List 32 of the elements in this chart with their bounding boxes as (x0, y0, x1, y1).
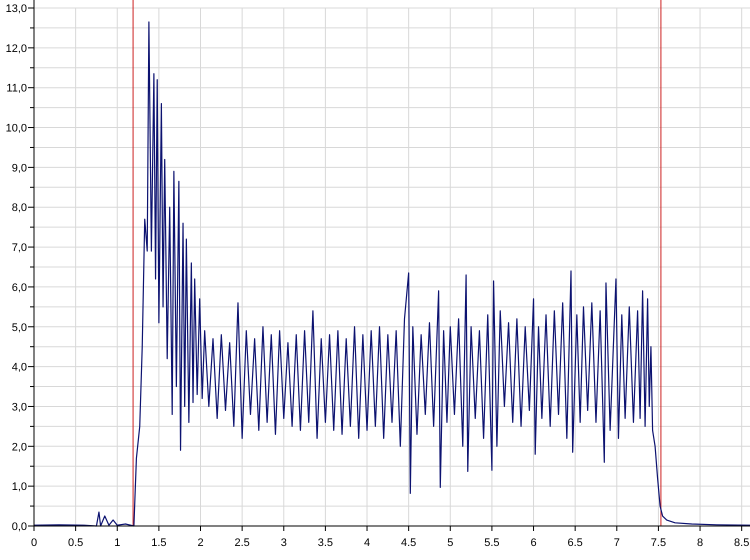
x-tick-label: 5 (447, 537, 454, 549)
y-tick-label: 3,0 (12, 401, 27, 414)
x-tick-label: 7.5 (650, 537, 666, 549)
x-tick-label: 6.5 (568, 537, 583, 549)
x-tick-label: 0 (30, 537, 38, 549)
y-tick-label: 4,0 (12, 362, 27, 374)
y-tick-label: 7,0 (12, 242, 27, 254)
x-tick-label: 8 (696, 537, 704, 549)
x-tick-label: 4 (364, 537, 370, 549)
y-tick-label: 12,0 (6, 42, 27, 55)
y-tick-label: 13,0 (6, 3, 27, 15)
x-tick-label: 0.5 (68, 537, 84, 549)
x-tick-label: 1.5 (151, 537, 167, 549)
x-tick-label: 2.5 (234, 537, 250, 549)
x-tick-label: 7 (614, 537, 620, 549)
y-tick-label: 0,0 (12, 521, 27, 533)
x-tick-label: 5.5 (484, 537, 500, 549)
x-tick-label: 1 (114, 537, 120, 549)
y-tick-label: 1,0 (12, 481, 27, 494)
y-tick-label: 5,0 (12, 322, 27, 334)
x-tick-label: 2 (197, 537, 204, 549)
y-tick-label: 10,0 (6, 122, 27, 135)
y-tick-label: 8,0 (12, 202, 27, 214)
x-tick-label: 4.5 (401, 537, 416, 549)
x-tick-label: 3.5 (318, 537, 334, 549)
y-tick-label: 6,0 (12, 282, 27, 294)
x-tick-label: 8.5 (734, 537, 750, 549)
y-tick-label: 9,0 (12, 162, 27, 174)
y-tick-label: 11,0 (6, 82, 27, 95)
x-tick-label: 3 (280, 537, 287, 549)
y-tick-label: 2,0 (12, 441, 27, 454)
x-tick-label: 6 (530, 537, 537, 549)
